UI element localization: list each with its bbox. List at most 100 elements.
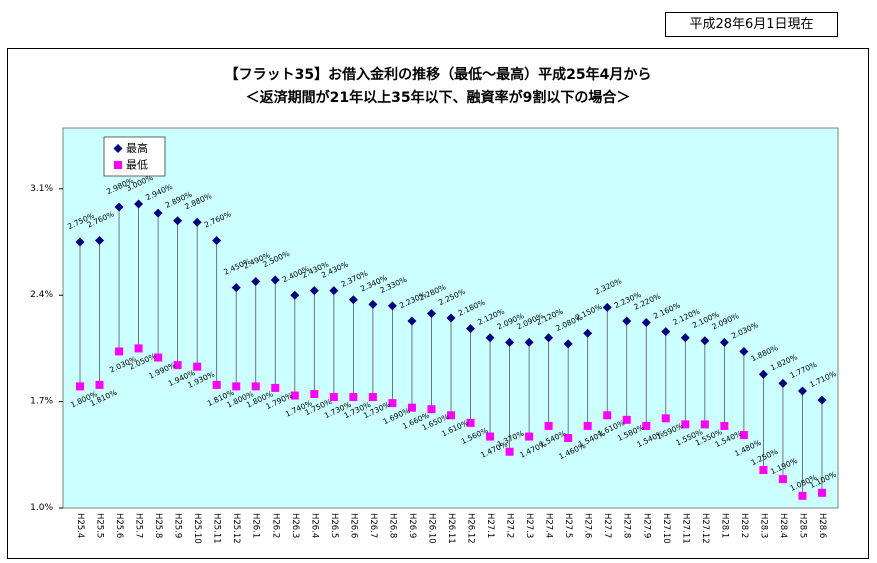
max-marker	[192, 217, 202, 227]
x-tick-label: H27.10	[661, 513, 671, 544]
max-marker	[95, 235, 105, 245]
y-tick-label: 1.0%	[30, 503, 53, 513]
legend-item-max: 最高	[113, 141, 148, 155]
x-tick-label: H27.3	[524, 513, 534, 538]
x-tick-label: H26.11	[446, 513, 456, 544]
max-marker	[387, 301, 397, 311]
min-marker	[818, 488, 826, 497]
max-marker	[466, 324, 476, 334]
x-tick-label: H25.8	[153, 513, 163, 538]
min-marker	[290, 391, 299, 400]
x-tick-label: H26.1	[251, 513, 261, 538]
x-tick-label: H26.12	[466, 513, 476, 544]
max-marker	[134, 199, 144, 209]
x-tick-label: H27.8	[622, 513, 632, 538]
max-marker	[641, 318, 651, 328]
legend-label-max: 最高	[126, 141, 148, 155]
min-marker	[407, 403, 416, 412]
as-of-date-box: 平成28年6月1日現在	[665, 12, 838, 37]
min-marker	[271, 383, 280, 392]
chart-subtitle: ＜返済期間が21年以上35年以下、融資率が9割以下の場合＞	[245, 90, 631, 106]
min-marker	[466, 418, 475, 427]
x-tick-label: H27.4	[544, 513, 554, 538]
x-tick-label: H28.5	[797, 513, 807, 538]
x-tick-label: H25.11	[212, 513, 222, 544]
max-marker	[251, 277, 261, 287]
x-tick-label: H27.1	[485, 513, 495, 538]
x-tick-label: H27.7	[602, 513, 612, 538]
high-low-lines	[79, 204, 823, 496]
max-marker	[544, 333, 554, 343]
x-tick-label: H26.3	[290, 513, 300, 538]
min-marker	[642, 421, 651, 430]
max-marker	[329, 286, 339, 296]
x-tick-label: H27.6	[583, 513, 593, 538]
x-tick-label: H26.4	[309, 513, 319, 538]
max-marker	[348, 295, 358, 305]
x-tick-label: H26.6	[348, 513, 358, 538]
max-marker	[661, 327, 671, 337]
min-marker	[193, 362, 202, 371]
min-marker	[681, 420, 690, 429]
max-marker	[446, 313, 456, 323]
markers	[75, 199, 827, 500]
x-tick-label: H25.5	[95, 513, 105, 538]
max-marker	[622, 316, 632, 326]
min-marker	[700, 420, 709, 429]
max-marker	[505, 337, 515, 347]
min-marker	[525, 432, 534, 441]
max-marker	[583, 328, 593, 338]
x-tick-label: H26.5	[329, 513, 339, 538]
max-marker	[700, 336, 710, 346]
x-tick-label: H26.8	[387, 513, 397, 538]
max-marker	[231, 283, 241, 293]
min-marker	[603, 411, 612, 420]
x-tick-label: H28.4	[778, 513, 788, 538]
x-tick-label: H27.2	[505, 513, 515, 538]
max-marker	[563, 339, 573, 349]
max-marker	[602, 302, 612, 312]
max-marker	[426, 308, 436, 318]
x-tick-label: H25.12	[231, 513, 241, 544]
min-marker	[564, 434, 573, 443]
max-marker	[524, 337, 534, 347]
min-marker	[232, 382, 241, 391]
square-marker-icon	[114, 161, 122, 169]
max-marker	[407, 316, 417, 326]
max-marker	[368, 299, 378, 309]
x-tick-label: H26.10	[426, 513, 436, 544]
chart-title: 【フラット35】お借入金利の推移（最低～最高）平成25年4月から	[224, 67, 652, 83]
max-marker	[270, 275, 280, 285]
max-marker	[212, 235, 222, 245]
min-marker	[212, 380, 221, 389]
legend-item-min: 最低	[114, 159, 148, 172]
min-marker	[661, 414, 670, 423]
legend-box	[103, 136, 166, 177]
max-marker	[485, 333, 495, 343]
x-tick-label: H26.9	[407, 513, 417, 538]
min-marker	[759, 466, 768, 474]
max-marker	[778, 378, 788, 388]
min-marker	[388, 399, 397, 408]
x-tick-label: H25.6	[114, 513, 124, 538]
x-tick-label: H26.7	[368, 513, 378, 538]
min-marker	[349, 393, 358, 402]
x-tick-label: H27.12	[700, 513, 710, 544]
max-marker	[817, 395, 827, 405]
legend: 最高 最低	[103, 136, 166, 177]
y-tick-label: 2.4%	[30, 290, 53, 300]
max-marker	[758, 369, 768, 379]
x-tick-label: H28.6	[817, 513, 827, 538]
min-marker	[622, 415, 631, 424]
x-tick-label: H26.2	[270, 513, 280, 538]
x-tick-label: H25.7	[134, 513, 144, 538]
x-tick-label: H28.3	[758, 513, 768, 538]
min-marker	[486, 432, 495, 441]
max-marker	[75, 237, 85, 247]
max-marker	[153, 208, 163, 218]
max-marker	[680, 333, 690, 343]
min-marker	[115, 347, 124, 356]
max-marker	[173, 216, 183, 226]
min-marker	[251, 382, 260, 391]
min-marker	[134, 344, 143, 353]
